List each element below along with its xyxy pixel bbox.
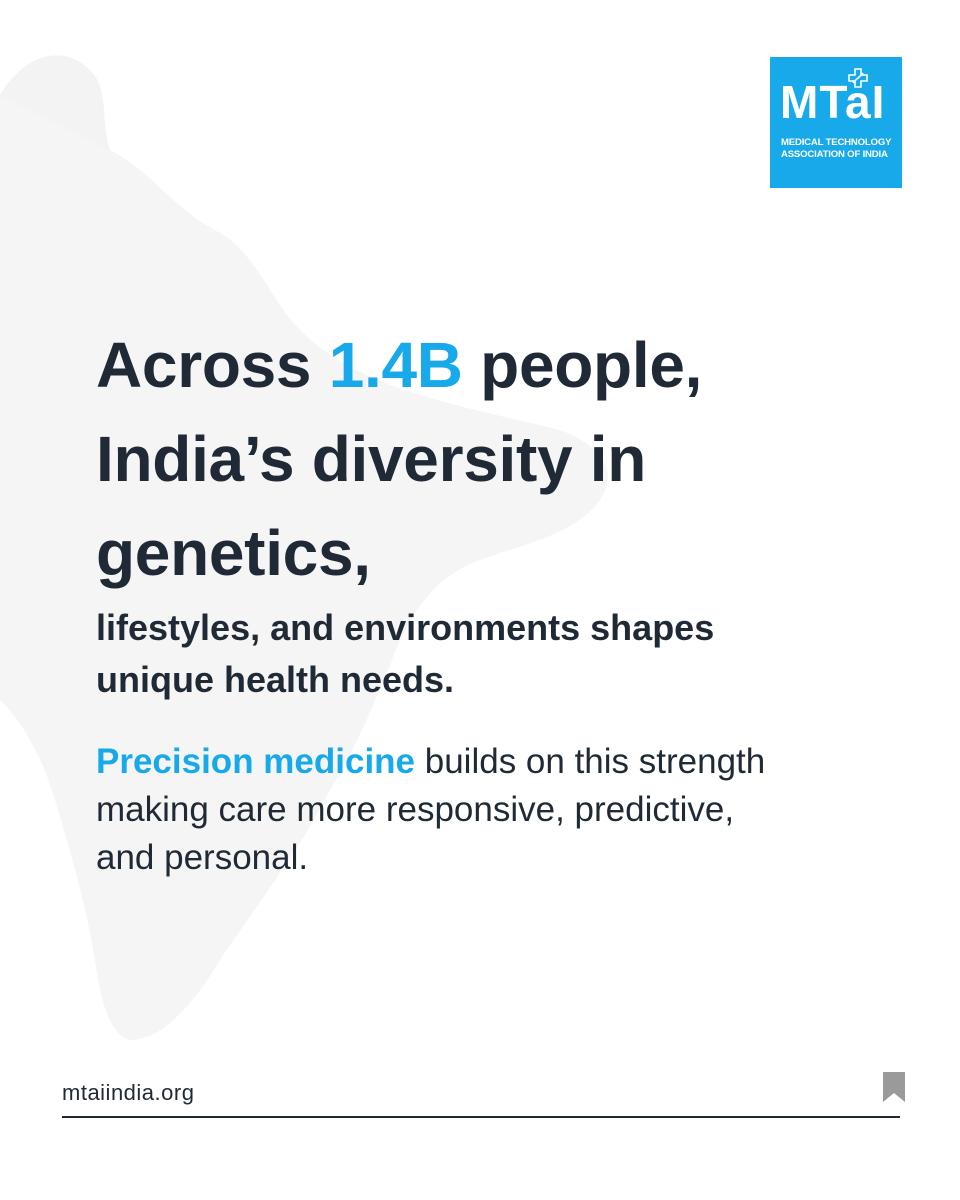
headline-suffix: people,: [462, 329, 703, 401]
headline-accent-number: 1.4B: [328, 329, 463, 401]
headline-line-1: Across 1.4B people,: [96, 318, 702, 412]
body-line-2: making care more responsive, predictive,: [96, 790, 735, 829]
bookmark-icon[interactable]: [882, 1071, 906, 1103]
headline-line-3: genetics,: [96, 517, 371, 589]
body-line-1-rest: builds on this strength: [415, 742, 766, 781]
headline-prefix: Across: [96, 329, 329, 401]
subheading-line-1: lifestyles, and environments shapes: [96, 607, 715, 648]
subheading: lifestyles, and environments shapes uniq…: [96, 602, 714, 706]
website-url: mtaiindia.org: [62, 1080, 195, 1105]
headline: Across 1.4B people, India’s diversity in…: [96, 318, 702, 600]
body-line-1: Precision medicine builds on this streng…: [96, 738, 765, 786]
body-line-3: and personal.: [96, 838, 309, 877]
subheading-line-2: unique health needs.: [96, 659, 455, 700]
medical-cross-icon: [848, 68, 868, 88]
headline-line-2: India’s diversity in: [96, 423, 647, 495]
body-paragraph: Precision medicine builds on this streng…: [96, 738, 765, 882]
body-accent-term: Precision medicine: [96, 742, 416, 781]
mtai-logo: MTaI MEDICAL TECHNOLOGY ASSOCIATION OF I…: [770, 57, 902, 188]
logo-subtitle: MEDICAL TECHNOLOGY ASSOCIATION OF INDIA: [781, 137, 892, 160]
footer-divider: [62, 1116, 900, 1118]
logo-wordmark: MTaI: [780, 76, 886, 128]
